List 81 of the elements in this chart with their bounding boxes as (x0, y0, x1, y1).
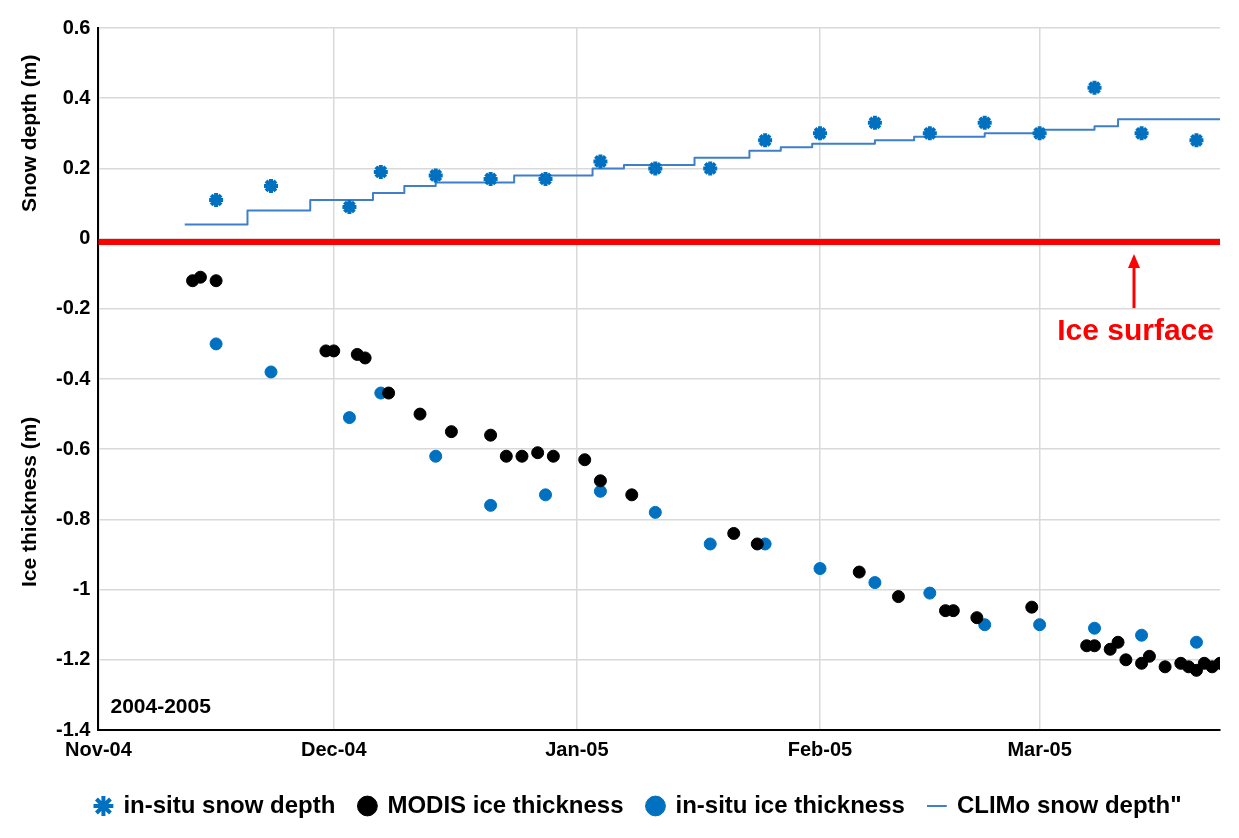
point (1025, 600, 1039, 614)
point (920, 124, 939, 143)
point (970, 611, 984, 625)
point (703, 537, 717, 551)
point (923, 586, 937, 600)
point (413, 407, 427, 421)
point (891, 590, 905, 604)
point (444, 425, 458, 439)
x-tick-label: Feb-05 (787, 737, 853, 760)
point (484, 428, 498, 442)
legend-label: MODIS ice thickness (387, 790, 624, 818)
point (625, 488, 639, 502)
point (1187, 131, 1206, 150)
point (484, 498, 498, 512)
annotation: 2004-2005 (110, 694, 212, 718)
point (975, 113, 994, 132)
y-tick-label: -1 (72, 577, 91, 600)
point (701, 159, 720, 178)
point (593, 484, 607, 498)
y-tick-label: -1.4 (55, 717, 92, 740)
x-tick-label: Nov-04 (65, 737, 133, 760)
point (865, 113, 884, 132)
legend-label: CLIMo snow depth" (956, 790, 1182, 818)
x-tick-label: Dec-04 (300, 737, 368, 760)
point (1135, 628, 1149, 642)
point (593, 474, 607, 488)
point (727, 526, 741, 540)
y-tick-label: -1.2 (55, 647, 91, 670)
legend-label: in-situ ice thickness (675, 790, 905, 818)
point (1119, 653, 1133, 667)
point (1085, 78, 1104, 97)
point (648, 505, 662, 519)
point (429, 449, 443, 463)
point (1030, 124, 1049, 143)
point (426, 166, 445, 185)
point (591, 152, 610, 171)
legend-label: in-situ snow depth (123, 790, 336, 818)
point (756, 131, 775, 150)
x-tick-label: Mar-05 (1007, 737, 1072, 760)
point (1088, 621, 1102, 635)
point (531, 446, 545, 460)
y-tick-label: -0.4 (55, 366, 92, 389)
y-tick-label: -0.2 (55, 296, 91, 319)
point (1103, 642, 1117, 656)
point (358, 351, 372, 365)
point (1132, 124, 1151, 143)
y-tick-label: 0.6 (62, 15, 91, 38)
point (193, 270, 207, 284)
point (327, 344, 341, 358)
point (515, 449, 529, 463)
ref-line-label: Ice surface (1057, 313, 1214, 347)
point (646, 159, 665, 178)
point (382, 386, 396, 400)
y-tick-label: 0.4 (62, 85, 92, 108)
y-tick-label: 0.2 (62, 155, 91, 178)
point (868, 576, 882, 590)
point (539, 488, 553, 502)
point (1088, 639, 1102, 653)
y-tick-label: -0.8 (55, 506, 91, 529)
point (1189, 663, 1203, 677)
y-tick-label: -0.6 (55, 436, 91, 459)
point (1158, 660, 1172, 674)
point (264, 365, 278, 379)
point (342, 411, 356, 425)
x-tick-label: Jan-05 (545, 737, 609, 760)
point (209, 274, 223, 288)
point (546, 449, 560, 463)
point (852, 565, 866, 579)
point (1189, 635, 1203, 649)
point (209, 337, 223, 351)
point (578, 453, 592, 467)
point (1142, 649, 1156, 663)
y-axis-title: Snow depth (m) (16, 54, 40, 213)
point (978, 618, 992, 632)
point (1111, 635, 1125, 649)
y-tick-label: 0 (79, 226, 91, 249)
text: Ice thickness (m) (16, 416, 40, 588)
point (1033, 618, 1047, 632)
point (750, 537, 764, 551)
point (813, 562, 827, 576)
point (499, 449, 513, 463)
